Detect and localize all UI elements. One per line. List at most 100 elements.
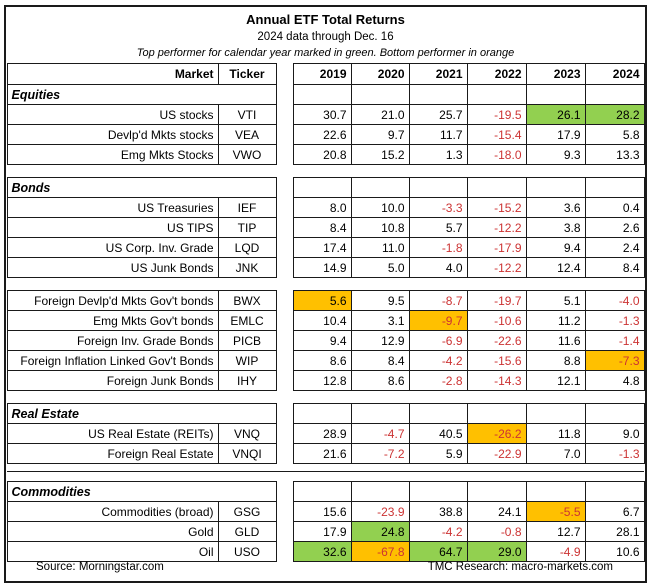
gap-cell — [276, 331, 293, 351]
table-row: US Junk Bonds JNK 14.9 5.0 4.0 -12.2 12.4 8.4 — [6, 257, 645, 278]
table-row: US stocks VTI 30.7 21.0 25.7 -19.5 26.1 28.2 — [6, 104, 645, 125]
section-separator-line-row — [7, 463, 644, 472]
table-row: US Real Estate (REITs) VNQ 28.9 -4.7 40.5 -26… — [6, 423, 645, 444]
value-cell: -1.3 — [584, 310, 645, 331]
value-cell: 21.0 — [350, 104, 410, 125]
ticker-cell: VEA — [217, 124, 277, 145]
value-cell: -17.9 — [466, 237, 527, 258]
value-cell: -5.5 — [525, 501, 586, 522]
value-cell: 9.4 — [525, 237, 586, 258]
section-year-cell — [408, 84, 468, 105]
market-cell: US Treasuries — [6, 197, 219, 218]
table-row: Emg Mkts Gov't bonds EMLC 10.4 3.1 -9.7 -10.6… — [6, 310, 645, 331]
section-header-row: Bonds — [6, 177, 645, 198]
market-cell: Foreign Inv. Grade Bonds — [6, 330, 219, 351]
market-cell: US stocks — [6, 104, 219, 125]
value-cell: 17.9 — [525, 124, 586, 145]
table-row: Gold GLD 17.9 24.8 -4.2 -0.8 12.7 28.1 — [6, 521, 645, 542]
value-cell: 8.4 — [350, 350, 410, 371]
table-row: Foreign Real Estate VNQI 21.6 -7.2 5.9 -22.9 7… — [6, 443, 645, 464]
value-cell: 28.1 — [584, 521, 645, 542]
market-column-header: Market — [6, 63, 219, 85]
value-cell: 10.6 — [584, 541, 645, 562]
gap-cell — [276, 502, 293, 522]
ticker-cell: WIP — [217, 350, 277, 371]
section-label: Bonds — [6, 177, 277, 198]
ticker-cell: EMLC — [217, 310, 277, 331]
section-year-cell — [350, 481, 410, 502]
value-cell: -10.6 — [466, 310, 527, 331]
value-cell: 5.8 — [584, 124, 645, 145]
value-cell: -4.0 — [584, 290, 645, 311]
ticker-cell: JNK — [217, 257, 277, 278]
value-cell: 8.0 — [292, 197, 352, 218]
section-year-cell — [584, 481, 645, 502]
etf-returns-table: Market Ticker 2019 2020 2021 2022 2023 2024 Equi… — [6, 63, 645, 562]
section-year-cell — [466, 481, 527, 502]
section-year-cell — [525, 403, 586, 424]
value-cell: -12.2 — [466, 217, 527, 238]
title-block: Annual ETF Total Returns 2024 data throu… — [6, 7, 645, 61]
value-cell: -3.3 — [408, 197, 468, 218]
value-cell: 7.0 — [525, 443, 586, 464]
value-cell: 17.9 — [292, 521, 352, 542]
gap-cell — [276, 444, 293, 464]
value-cell: -4.7 — [350, 423, 410, 444]
value-cell: -0.8 — [466, 521, 527, 542]
value-cell: 9.4 — [292, 330, 352, 351]
separator-cell — [7, 278, 644, 291]
value-cell: -18.0 — [466, 144, 527, 165]
value-cell: 9.7 — [350, 124, 410, 145]
value-cell: 17.4 — [292, 237, 352, 258]
value-cell: -4.9 — [525, 541, 586, 562]
value-cell: 8.8 — [525, 350, 586, 371]
year-header: 2020 — [350, 63, 410, 85]
value-cell: -12.2 — [466, 257, 527, 278]
value-cell: 9.3 — [525, 144, 586, 165]
section-year-cell — [350, 177, 410, 198]
section-header-row: Real Estate — [6, 403, 645, 424]
value-cell: -14.3 — [466, 370, 527, 391]
table-row: Foreign Junk Bonds IHY 12.8 8.6 -2.8 -14.3 12.… — [6, 370, 645, 391]
section-label: Real Estate — [6, 403, 277, 424]
table-row: Oil USO 32.6 -67.8 64.7 29.0 -4.9 10.6 — [6, 541, 645, 562]
section-year-cell — [292, 177, 352, 198]
value-cell: 12.7 — [525, 521, 586, 542]
year-header: 2022 — [466, 63, 527, 85]
value-cell: -2.8 — [408, 370, 468, 391]
market-cell: Oil — [6, 541, 219, 562]
value-cell: -7.2 — [350, 443, 410, 464]
table-row: Devlp'd Mkts stocks VEA 22.6 9.7 11.7 -15.4 17… — [6, 124, 645, 145]
value-cell: 24.1 — [466, 501, 527, 522]
table-row: Emg Mkts Stocks VWO 20.8 15.2 1.3 -18.0 9.3 13.… — [6, 144, 645, 165]
value-cell: -15.2 — [466, 197, 527, 218]
market-cell: Commodities (broad) — [6, 501, 219, 522]
gap-cell — [276, 522, 293, 542]
year-header: 2021 — [408, 63, 468, 85]
ticker-cell: VNQI — [217, 443, 277, 464]
report-frame: Annual ETF Total Returns 2024 data throu… — [4, 5, 647, 583]
section-year-cell — [408, 177, 468, 198]
gap-cell — [276, 178, 293, 198]
gap-cell — [276, 351, 293, 371]
value-cell: 15.2 — [350, 144, 410, 165]
value-cell: -15.4 — [466, 124, 527, 145]
market-cell: US Junk Bonds — [6, 257, 219, 278]
value-cell: 40.5 — [408, 423, 468, 444]
gap-cell — [276, 311, 293, 331]
ticker-cell: VNQ — [217, 423, 277, 444]
value-cell: 11.8 — [525, 423, 586, 444]
market-cell: Foreign Inflation Linked Gov't Bonds — [6, 350, 219, 371]
gap-cell — [276, 424, 293, 444]
footer-research: TMC Research: macro-markets.com — [427, 561, 613, 573]
gap-cell — [276, 238, 293, 258]
gap-cell — [276, 145, 293, 165]
section-separator-row — [7, 391, 644, 404]
value-cell: 4.8 — [584, 370, 645, 391]
value-cell: 14.9 — [292, 257, 352, 278]
value-cell: 4.0 — [408, 257, 468, 278]
group-separator-row — [7, 278, 644, 291]
value-cell: 12.4 — [525, 257, 586, 278]
value-cell: -6.9 — [408, 330, 468, 351]
value-cell: 15.6 — [292, 501, 352, 522]
